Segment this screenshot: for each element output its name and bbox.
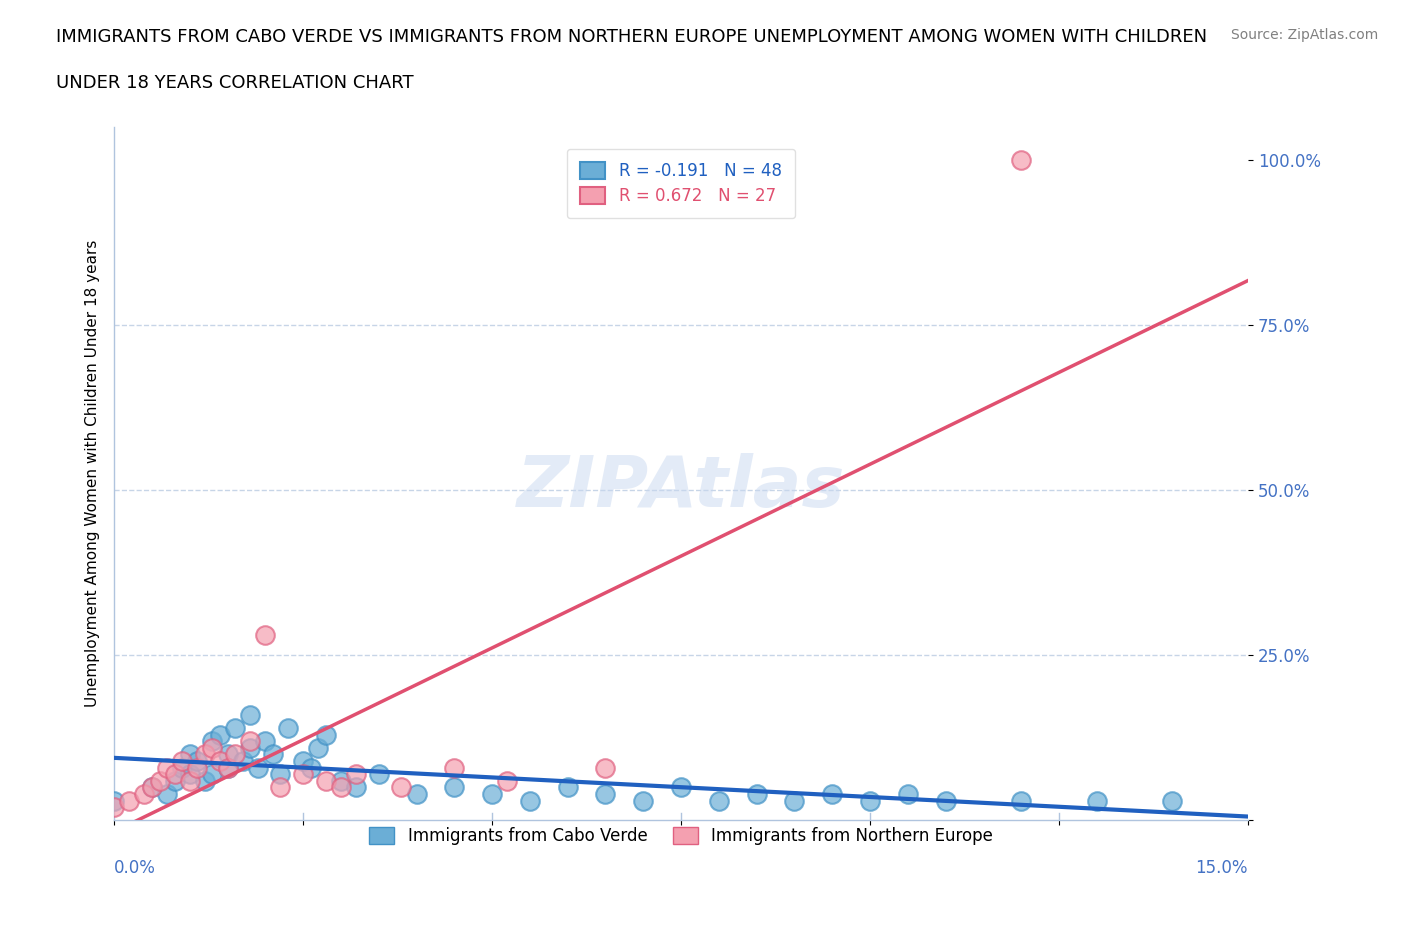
- Point: [156, 787, 179, 802]
- Point: [163, 774, 186, 789]
- Point: [208, 753, 231, 768]
- Point: [232, 753, 254, 768]
- Point: [239, 707, 262, 722]
- Point: [1010, 793, 1032, 808]
- Point: [269, 780, 291, 795]
- Point: [1161, 793, 1184, 808]
- Point: [217, 760, 239, 775]
- Point: [292, 753, 315, 768]
- Point: [141, 780, 163, 795]
- Point: [217, 760, 239, 775]
- Point: [246, 760, 269, 775]
- Y-axis label: Unemployment Among Women with Children Under 18 years: Unemployment Among Women with Children U…: [86, 240, 100, 707]
- Point: [179, 766, 201, 781]
- Point: [217, 747, 239, 762]
- Point: [194, 774, 217, 789]
- Point: [118, 793, 141, 808]
- Point: [783, 793, 806, 808]
- Point: [299, 760, 322, 775]
- Point: [496, 774, 519, 789]
- Point: [156, 760, 179, 775]
- Point: [367, 766, 389, 781]
- Point: [103, 793, 125, 808]
- Point: [134, 787, 156, 802]
- Point: [443, 780, 465, 795]
- Point: [315, 774, 337, 789]
- Point: [179, 774, 201, 789]
- Point: [391, 780, 413, 795]
- Point: [519, 793, 541, 808]
- Point: [443, 760, 465, 775]
- Point: [292, 766, 315, 781]
- Point: [481, 787, 503, 802]
- Point: [239, 734, 262, 749]
- Point: [163, 766, 186, 781]
- Point: [254, 628, 277, 643]
- Point: [141, 780, 163, 795]
- Point: [201, 734, 224, 749]
- Point: [595, 760, 617, 775]
- Point: [208, 727, 231, 742]
- Point: [821, 787, 844, 802]
- Point: [405, 787, 427, 802]
- Point: [201, 740, 224, 755]
- Point: [707, 793, 730, 808]
- Point: [277, 721, 299, 736]
- Point: [201, 766, 224, 781]
- Point: [307, 740, 329, 755]
- Point: [329, 780, 352, 795]
- Text: Source: ZipAtlas.com: Source: ZipAtlas.com: [1230, 28, 1378, 42]
- Point: [103, 800, 125, 815]
- Legend: Immigrants from Cabo Verde, Immigrants from Northern Europe: Immigrants from Cabo Verde, Immigrants f…: [361, 819, 1001, 854]
- Point: [224, 747, 246, 762]
- Text: UNDER 18 YEARS CORRELATION CHART: UNDER 18 YEARS CORRELATION CHART: [56, 74, 413, 92]
- Point: [172, 753, 194, 768]
- Point: [262, 747, 284, 762]
- Point: [224, 721, 246, 736]
- Point: [186, 760, 208, 775]
- Point: [194, 747, 217, 762]
- Point: [329, 774, 352, 789]
- Text: 0.0%: 0.0%: [114, 858, 156, 877]
- Point: [254, 734, 277, 749]
- Point: [633, 793, 655, 808]
- Point: [557, 780, 579, 795]
- Text: 15.0%: 15.0%: [1195, 858, 1249, 877]
- Point: [859, 793, 882, 808]
- Point: [239, 740, 262, 755]
- Point: [344, 766, 367, 781]
- Point: [897, 787, 920, 802]
- Point: [745, 787, 768, 802]
- Text: ZIPAtlas: ZIPAtlas: [517, 453, 845, 522]
- Point: [172, 760, 194, 775]
- Point: [935, 793, 957, 808]
- Point: [179, 747, 201, 762]
- Point: [1085, 793, 1108, 808]
- Point: [148, 774, 170, 789]
- Point: [344, 780, 367, 795]
- Point: [186, 753, 208, 768]
- Point: [269, 766, 291, 781]
- Point: [669, 780, 692, 795]
- Text: IMMIGRANTS FROM CABO VERDE VS IMMIGRANTS FROM NORTHERN EUROPE UNEMPLOYMENT AMONG: IMMIGRANTS FROM CABO VERDE VS IMMIGRANTS…: [56, 28, 1208, 46]
- Point: [1010, 153, 1032, 167]
- Point: [595, 787, 617, 802]
- Point: [315, 727, 337, 742]
